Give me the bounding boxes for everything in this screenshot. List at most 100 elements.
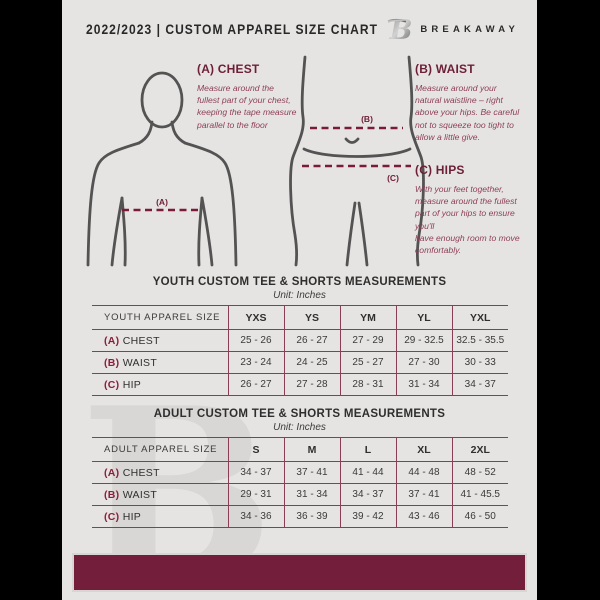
- waist-line-label: (B): [361, 114, 373, 124]
- row-label: (A) CHEST: [92, 330, 228, 352]
- value-cell: 34 - 37: [227, 461, 284, 484]
- youth-waist-row: (B) WAIST 23 - 24 24 - 25 25 - 27 27 - 3…: [92, 351, 508, 374]
- chest-line-label: (A): [156, 197, 168, 207]
- value-cell: 32.5 - 35.5: [451, 329, 508, 352]
- adult-unit-label: Unit: Inches: [273, 422, 326, 433]
- figure-arm-right: [183, 141, 238, 267]
- row-label-name: HIP: [122, 510, 142, 523]
- waist-guide: (B) WAIST Measure around your natural wa…: [415, 62, 521, 143]
- value-cell: 43 - 46: [395, 505, 452, 528]
- row-label-name: WAIST: [122, 356, 158, 369]
- brand-lockup: B BREAKAWAY: [387, 14, 515, 44]
- breakaway-b-logo-icon: B: [387, 15, 413, 44]
- youth-size-column-header: YOUTH APPAREL SIZE: [104, 312, 221, 323]
- youth-header-row: YOUTH APPAREL SIZE YXS YS YM YL YXL: [92, 305, 508, 330]
- value-cell: 25 - 26: [227, 329, 284, 352]
- row-label: (C) HIP: [92, 506, 228, 528]
- value-cell: 27 - 30: [395, 351, 452, 374]
- value-cell: 37 - 41: [283, 461, 340, 484]
- waist-guide-body: Measure around your natural waistline – …: [415, 83, 520, 142]
- adult-section-title: ADULT CUSTOM TEE & SHORTS MEASUREMENTS: [153, 408, 446, 420]
- value-cell: 34 - 37: [339, 483, 396, 506]
- hips-guide: (C) HIPS With your feet together, measur…: [415, 163, 525, 256]
- row-label-name: WAIST: [122, 488, 158, 501]
- figure-head: [140, 71, 184, 129]
- row-label: (C) HIP: [92, 374, 228, 396]
- row-label: (B) WAIST: [92, 484, 228, 506]
- adult-header-row: ADULT APPAREL SIZE S M L XL 2XL: [92, 437, 508, 462]
- value-cell: 48 - 52: [451, 461, 508, 484]
- figure-innerarm-right: [200, 196, 214, 267]
- size-header-cell: M: [283, 437, 340, 462]
- figure-torso-right: [197, 196, 204, 267]
- figure-hip-left: [289, 55, 307, 267]
- size-header-cell: YS: [283, 305, 340, 330]
- figure-innerarm-left: [110, 196, 124, 267]
- size-header-cell: YL: [395, 305, 452, 330]
- page-title: 2022/2023 | CUSTOM APPAREL SIZE CHART: [86, 21, 379, 37]
- chest-guide: (A) CHEST Measure around the fullest par…: [197, 62, 297, 131]
- hips-guide-heading: (C) HIPS: [415, 163, 465, 177]
- value-cell: 41 - 44: [339, 461, 396, 484]
- size-header-cell: 2XL: [451, 437, 508, 462]
- chest-guide-body: Measure around the fullest part of your …: [197, 83, 297, 130]
- value-cell: 27 - 28: [283, 373, 340, 396]
- youth-size-table: YOUTH APPAREL SIZE YXS YS YM YL YXL (A) …: [92, 305, 508, 396]
- brand-name: BREAKAWAY: [420, 23, 519, 35]
- value-cell: 24 - 25: [283, 351, 340, 374]
- value-cell: 29 - 32.5: [395, 329, 452, 352]
- youth-hip-row: (C) HIP 26 - 27 27 - 28 28 - 31 31 - 34 …: [92, 373, 508, 396]
- row-label-prefix: (A): [104, 466, 120, 479]
- figure-hip-curve: [302, 147, 412, 158]
- value-cell: 39 - 42: [339, 505, 396, 528]
- youth-section-title: YOUTH CUSTOM TEE & SHORTS MEASUREMENTS: [152, 276, 447, 288]
- figure-outlines: [86, 55, 425, 267]
- value-cell: 25 - 27: [339, 351, 396, 374]
- measurement-diagram: (A) (B) (C): [86, 55, 425, 267]
- adult-hip-row: (C) HIP 34 - 36 36 - 39 39 - 42 43 - 46 …: [92, 505, 508, 528]
- value-cell: 30 - 33: [451, 351, 508, 374]
- value-cell: 36 - 39: [283, 505, 340, 528]
- figure-neck-left: [137, 120, 154, 145]
- size-header-cell: L: [339, 437, 396, 462]
- value-cell: 27 - 29: [339, 329, 396, 352]
- figure-neck-right: [170, 120, 187, 145]
- row-label-prefix: (C): [104, 378, 120, 391]
- value-cell: 28 - 31: [339, 373, 396, 396]
- figure-leg-right: [357, 201, 369, 267]
- value-cell: 44 - 48: [395, 461, 452, 484]
- size-header-cell: YXL: [451, 305, 508, 330]
- adult-waist-row: (B) WAIST 29 - 31 31 - 34 34 - 37 37 - 4…: [92, 483, 508, 506]
- size-header-cell: XL: [395, 437, 452, 462]
- size-chart-page: B 2022/2023 | CUSTOM APPAREL SIZE CHART …: [62, 0, 537, 600]
- adult-size-table: ADULT APPAREL SIZE S M L XL 2XL (A) CHES…: [92, 437, 508, 528]
- chest-guide-heading: (A) CHEST: [197, 62, 260, 76]
- value-cell: 23 - 24: [227, 351, 284, 374]
- value-cell: 26 - 27: [283, 329, 340, 352]
- row-label-name: CHEST: [122, 466, 160, 479]
- value-cell: 29 - 31: [227, 483, 284, 506]
- figure-hip-right: [407, 55, 425, 267]
- hips-line-label: (C): [387, 173, 399, 183]
- value-cell: 34 - 36: [227, 505, 284, 528]
- footer-bar: [72, 553, 527, 592]
- adult-size-column-header: ADULT APPAREL SIZE: [104, 444, 218, 455]
- figure-navel: [344, 137, 360, 144]
- row-label-name: CHEST: [122, 334, 160, 347]
- row-label-prefix: (A): [104, 334, 120, 347]
- figure-torso-left: [120, 196, 127, 267]
- row-label-prefix: (C): [104, 510, 120, 523]
- row-label: (A) CHEST: [92, 462, 228, 484]
- size-header-cell: YM: [339, 305, 396, 330]
- svg-text:B: B: [389, 15, 413, 44]
- value-cell: 34 - 37: [451, 373, 508, 396]
- value-cell: 31 - 34: [395, 373, 452, 396]
- row-label-prefix: (B): [104, 356, 120, 369]
- value-cell: 26 - 27: [227, 373, 284, 396]
- hips-guide-body: With your feet together, measure around …: [415, 184, 520, 256]
- youth-unit-label: Unit: Inches: [273, 290, 326, 301]
- size-header-cell: S: [227, 437, 284, 462]
- value-cell: 41 - 45.5: [451, 483, 508, 506]
- value-cell: 37 - 41: [395, 483, 452, 506]
- row-label-name: HIP: [122, 378, 142, 391]
